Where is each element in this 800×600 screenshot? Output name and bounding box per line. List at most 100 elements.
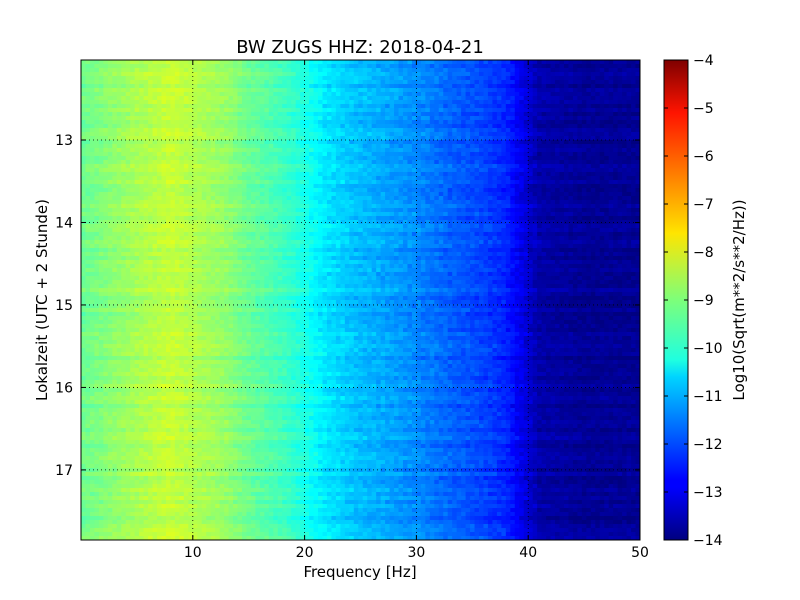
heatmap-cell xyxy=(143,172,149,177)
heatmap-cell xyxy=(94,64,100,69)
heatmap-cell xyxy=(255,144,261,149)
heatmap-cell xyxy=(340,112,346,117)
heatmap-cell xyxy=(394,212,400,217)
heatmap-cell xyxy=(250,104,257,109)
heatmap-cell xyxy=(519,216,525,221)
heatmap-cell xyxy=(174,144,180,149)
heatmap-cell xyxy=(94,176,100,181)
heatmap-cell xyxy=(599,148,605,153)
heatmap-cell xyxy=(626,196,632,201)
heatmap-cell xyxy=(335,168,341,173)
heatmap-cell xyxy=(452,136,458,141)
heatmap-cell xyxy=(505,100,511,105)
heatmap-cell xyxy=(322,168,328,173)
heatmap-cell xyxy=(492,140,498,145)
heatmap-cell xyxy=(313,164,319,169)
heatmap-cell xyxy=(385,60,391,65)
heatmap-cell xyxy=(255,212,261,217)
heatmap-cell xyxy=(617,172,623,177)
heatmap-cell xyxy=(228,180,234,185)
heatmap-cell xyxy=(568,148,574,153)
heatmap-cell xyxy=(389,212,395,217)
heatmap-cell xyxy=(394,204,400,209)
heatmap-cell xyxy=(613,112,619,117)
heatmap-cell xyxy=(148,148,154,153)
heatmap-cell xyxy=(273,160,279,165)
heatmap-cell xyxy=(429,160,435,165)
heatmap-cell xyxy=(626,188,632,193)
heatmap-cell xyxy=(631,104,637,109)
heatmap-cell xyxy=(349,88,355,93)
heatmap-cell xyxy=(563,132,570,137)
heatmap-cell xyxy=(416,192,422,197)
heatmap-cell xyxy=(559,104,565,109)
heatmap-cell xyxy=(349,168,355,173)
heatmap-cell xyxy=(85,164,91,169)
heatmap-cell xyxy=(130,184,136,189)
heatmap-cell xyxy=(250,124,257,129)
heatmap-cell xyxy=(608,96,614,101)
heatmap-cell xyxy=(250,144,257,149)
heatmap-cell xyxy=(134,64,140,69)
heatmap-cell xyxy=(286,64,292,69)
heatmap-cell xyxy=(577,128,583,133)
heatmap-cell xyxy=(572,124,578,129)
heatmap-cell xyxy=(81,76,87,81)
heatmap-cell xyxy=(407,112,413,117)
heatmap-cell xyxy=(349,60,355,65)
heatmap-cell xyxy=(331,128,337,133)
heatmap-cell xyxy=(170,208,176,213)
heatmap-cell xyxy=(626,208,632,213)
heatmap-cell xyxy=(286,152,292,157)
heatmap-cell xyxy=(237,200,243,205)
heatmap-cell xyxy=(474,108,480,113)
heatmap-cell xyxy=(501,112,507,117)
heatmap-cell xyxy=(85,108,91,113)
heatmap-cell xyxy=(474,60,480,65)
heatmap-cell xyxy=(474,124,480,129)
heatmap-cell xyxy=(340,192,346,197)
heatmap-cell xyxy=(192,80,198,85)
heatmap-cell xyxy=(380,92,386,97)
heatmap-cell xyxy=(577,88,583,93)
heatmap-cell xyxy=(233,120,239,125)
heatmap-cell xyxy=(197,140,203,145)
heatmap-cell xyxy=(416,76,422,81)
heatmap-cell xyxy=(219,64,225,69)
heatmap-cell xyxy=(532,156,538,161)
heatmap-cell xyxy=(474,76,480,81)
heatmap-cell xyxy=(85,180,91,185)
heatmap-cell xyxy=(340,120,346,125)
heatmap-cell xyxy=(411,112,417,117)
heatmap-cell xyxy=(546,184,552,189)
heatmap-cell xyxy=(452,68,458,73)
heatmap-cell xyxy=(416,104,422,109)
heatmap-cell xyxy=(134,180,140,185)
heatmap-cell xyxy=(385,92,391,97)
heatmap-cell xyxy=(389,192,395,197)
heatmap-cell xyxy=(452,192,458,197)
heatmap-cell xyxy=(264,180,270,185)
heatmap-cell xyxy=(394,104,400,109)
heatmap-cell xyxy=(233,176,239,181)
heatmap-cell xyxy=(456,80,462,85)
heatmap-cell xyxy=(255,72,261,77)
heatmap-cell xyxy=(121,216,127,221)
heatmap-cell xyxy=(586,204,592,209)
heatmap-cell xyxy=(98,128,104,133)
heatmap-cell xyxy=(237,180,243,185)
heatmap-cell xyxy=(152,100,158,105)
heatmap-cell xyxy=(121,160,127,165)
heatmap-cell xyxy=(577,76,583,81)
heatmap-cell xyxy=(568,160,574,165)
heatmap-cell xyxy=(402,216,409,221)
heatmap-cell xyxy=(268,100,274,105)
heatmap-cell xyxy=(125,88,131,93)
heatmap-cell xyxy=(161,148,167,153)
heatmap-cell xyxy=(420,156,426,161)
heatmap-cell xyxy=(443,196,449,201)
heatmap-cell xyxy=(559,200,565,205)
heatmap-cell xyxy=(447,72,453,77)
heatmap-cell xyxy=(425,76,431,81)
heatmap-cell xyxy=(358,100,364,105)
